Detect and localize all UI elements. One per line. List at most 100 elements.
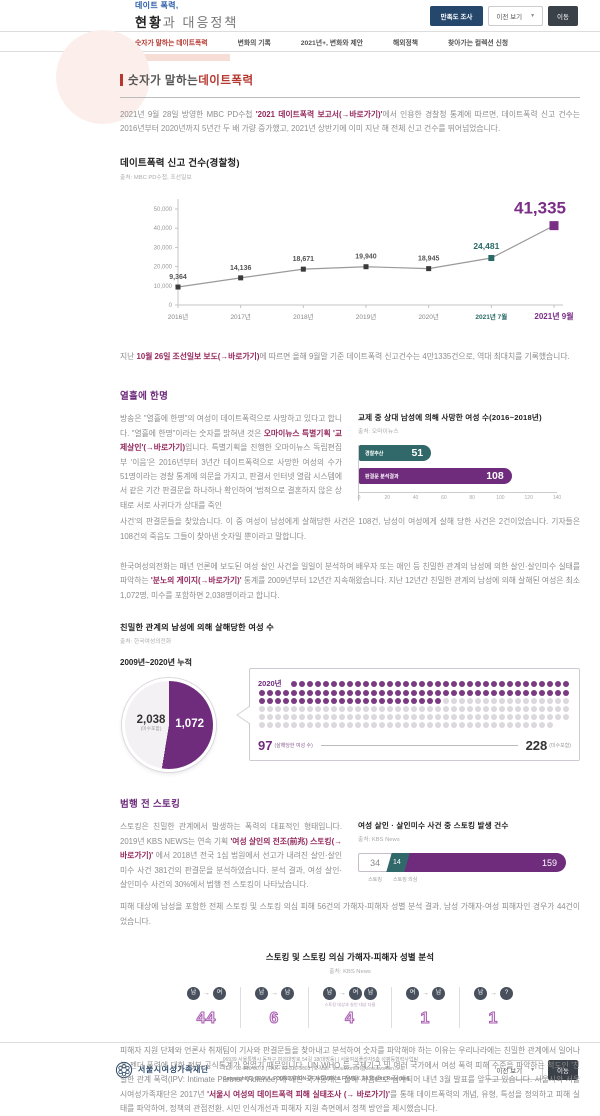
gender-group: 남 → 여 44 <box>173 987 241 1029</box>
svg-text:2021년 7월: 2021년 7월 <box>475 312 507 321</box>
footer-address: 06939 서울특별시 동작구 여의대방로 54길 18(대방동) | 서울여성… <box>222 1056 419 1063</box>
intro-paragraph: 2021년 9월 28일 방영한 MBC PD수첩 '2021 데이트폭력 보고… <box>120 110 581 134</box>
prev-view-select[interactable]: 이전 보기 ▼ <box>488 5 544 26</box>
svg-text:20,000: 20,000 <box>154 264 173 270</box>
inline-link[interactable]: 10월 26일 조선일보 보도(→바로가기) <box>136 351 260 361</box>
nav-item-collection[interactable]: 찾아가는 컬렉션 신청 <box>448 39 509 47</box>
svg-text:19,940: 19,940 <box>355 254 377 261</box>
main-nav: 숫자가 말하는 데이트폭력 변화의 기록 2021년+, 변화와 제안 해외정책… <box>0 31 600 61</box>
gender-group: 여 → 남 1 <box>392 987 460 1029</box>
report-count-line-chart: 0 10,000 20,000 30,000 40,000 50,000 2016년 2017… <box>120 187 580 346</box>
header-actions: 만족도 조사 이전 보기 ▼ 이동 <box>429 5 578 26</box>
section-stalking-heading: 범행 전 스토킹 <box>120 799 181 811</box>
svg-text:2017년: 2017년 <box>230 312 250 321</box>
title-divider <box>120 97 580 98</box>
svg-text:50,000: 50,000 <box>154 207 173 213</box>
svg-text:2021년 9월: 2021년 9월 <box>534 311 573 321</box>
title-normal: 숫자가 말하는 <box>128 75 199 87</box>
site-brand[interactable]: 데이트 폭력, 현황과 대응정책 <box>135 0 238 31</box>
chart3-source: 출처: 한국여성의전화 <box>120 639 172 646</box>
inline-link[interactable]: '여성 살인의 전조(前兆) 스토킹(→바로가기)' <box>120 836 342 861</box>
year-killed-count: 97 <box>258 738 273 754</box>
svg-text:2016년: 2016년 <box>168 312 188 321</box>
chart1-title: 데이트폭력 신고 건수(경찰청) <box>120 157 240 169</box>
footer-org-name: 서울시여성가족재단 <box>138 1065 209 1075</box>
chevron-down-icon: ▼ <box>530 12 536 19</box>
inline-link[interactable]: 오마이뉴스 특별기획 '교제살인'(→바로가기) <box>120 428 342 453</box>
brand-strong: 현황 <box>135 15 163 30</box>
year-waffle-box: 2020년 97 (살해당한 여성 수) 228 (미수포함) <box>249 668 580 762</box>
report-count-chart-section: 데이트폭력 신고 건수(경찰청) 출처: MBC PD수첩, 조선일보 0 10,… <box>120 155 580 346</box>
gender-icon-chart: 남 → 여 44 남 → 남 6 남 → 여 남 스토킹 대상과 살인 대상 다름 4 여 → 남 1 남 →? 1 <box>120 987 580 1029</box>
survey-button[interactable]: 만족도 조사 <box>429 5 484 26</box>
chart4-title: 여성 살인 · 살인미수 사건 중 스토킹 발생 건수 <box>358 821 509 831</box>
inline-link[interactable]: '2021 데이트폭력 보고서(→바로가기)' <box>255 110 383 119</box>
cumulative-pie-chart: 2,038 (미수포함) 1,072 <box>122 678 216 773</box>
svg-text:40,000: 40,000 <box>154 226 173 232</box>
year-killed-note: (살해당한 여성 수) <box>274 743 313 750</box>
after-chart1-paragraph: 지난 10월 26일 조선일보 보도(→바로가기)에 따르면 올해 9월말 기준… <box>120 351 570 361</box>
final-paragraph: 피해자 지원 단체와 언론사 취재팀이 기사와 판결문들을 찾아내고 분석하여 … <box>120 1046 580 1113</box>
year-total-note: (미수포함) <box>549 743 571 750</box>
gender-group: 남 →? 1 <box>460 987 527 1028</box>
waffle-footer-line <box>320 745 518 747</box>
chart2-source: 출처: 오마이뉴스 <box>358 429 399 436</box>
callout-tail <box>238 705 251 724</box>
nav-item-2021[interactable]: 2021년+, 변화와 제안 <box>300 39 363 47</box>
prev-view-label: 이전 보기 <box>496 13 523 21</box>
chart3-title: 친밀한 관계의 남성에 의해 살해당한 여성 수 <box>120 623 275 633</box>
svg-text:18,945: 18,945 <box>418 255 440 262</box>
pie-killed-value: 1,072 <box>175 718 204 731</box>
waffle-footer: 97 (살해당한 여성 수) 228 (미수포함) <box>258 738 571 753</box>
svg-text:30,000: 30,000 <box>154 245 173 251</box>
stalking-chart-block: 여성 살인 · 살인미수 사건 중 스토킹 발생 건수 출처: KBS News… <box>358 820 580 884</box>
brand-line1: 데이트 폭력, <box>135 1 179 10</box>
svg-text:0: 0 <box>169 303 173 309</box>
go-button[interactable]: 이동 <box>548 5 578 26</box>
top-header: 데이트 폭력, 현황과 대응정책 만족도 조사 이전 보기 ▼ 이동 <box>0 0 600 31</box>
chart5-title: 스토킹 및 스토킹 의심 가해자-피해자 성별 분석 <box>265 952 435 963</box>
footer-brand[interactable]: 서울시여성가족재단 <box>115 1061 209 1079</box>
section-ten-days-heading: 열흘에 한명 <box>120 391 169 403</box>
inline-link[interactable]: '서울시 여성의 데이트폭력 피해 실태조사 (→ 바로가기)' <box>207 1089 390 1099</box>
svg-text:24,481: 24,481 <box>473 241 499 251</box>
gender-group: 남 → 여 남 스토킹 대상과 살인 대상 다름 4 <box>309 987 392 1029</box>
footer-go-button[interactable]: 이동 <box>548 1059 578 1080</box>
title-accent: 데이트폭력 <box>198 75 254 87</box>
gender-group: 남 → 남 6 <box>241 987 309 1029</box>
page-title: 숫자가 말하는 데이트폭력 <box>120 72 580 88</box>
nav-item-numbers[interactable]: 숫자가 말하는 데이트폭력 <box>103 37 229 61</box>
svg-text:10,000: 10,000 <box>154 284 173 290</box>
chart2-title: 교제 중 상대 남성에 의해 사망한 여성 수(2016~2018년) <box>358 413 542 423</box>
chevron-down-icon: ▼ <box>530 1066 536 1073</box>
pie-waffle-visualization: 2009년~2020년 누적 2,038 (미수포함) 1,072 2020년 9… <box>120 657 580 773</box>
deaths-bar-chart-block: 교제 중 상대 남성에 의해 사망한 여성 수(2016~2018년) 출처: … <box>358 412 580 502</box>
hotline-paragraph: 한국여성의전화는 매년 언론에 보도된 여성 살인 사건을 일일이 분석하여 배… <box>120 562 580 600</box>
cumulative-pie-block: 2009년~2020년 누적 2,038 (미수포함) 1,072 <box>120 657 238 773</box>
footer-contact: TEL : 02-810-5072 | FAX : 02-810-5003 | … <box>222 1066 406 1072</box>
footer-prev-view-label: 이전 보기 <box>496 1067 523 1075</box>
svg-text:2019년: 2019년 <box>356 312 376 321</box>
inline-link[interactable]: '분노의 게이지(→바로가기)' <box>150 576 242 586</box>
stalking-left-paragraph: 스토킹은 친밀한 관계에서 발생하는 폭력의 대표적인 형태입니다. 2019년… <box>120 822 342 890</box>
brand-rest: 과 대응정책 <box>162 15 239 30</box>
svg-text:18,671: 18,671 <box>293 256 315 263</box>
svg-text:41,335: 41,335 <box>514 198 566 217</box>
svg-text:2020년: 2020년 <box>418 312 438 321</box>
footer-actions: 이전 보기 ▼ 이동 <box>488 1059 578 1080</box>
main-content: 숫자가 말하는 데이트폭력 2021년 9월 28일 방영한 MBC PD수첩 … <box>120 72 580 1116</box>
brand-line2: 현황과 대응정책 <box>135 12 238 31</box>
deaths-hbar-chart: 경찰추산 51 판결문 분석결과 108 0 20 40 60 80 100 120 140 <box>358 445 580 502</box>
footer-prev-view-select[interactable]: 이전 보기 ▼ <box>488 1059 544 1080</box>
cumulative-period-label: 2009년~2020년 누적 <box>120 658 192 668</box>
nav-item-overseas[interactable]: 해외정책 <box>393 39 419 47</box>
decorative-circle <box>56 30 150 124</box>
footer-info: 06939 서울특별시 동작구 여의대방로 54길 18(대방동) | 서울여성… <box>223 1056 475 1085</box>
footer-copyright: Copyright(C) SEOUL FOUNDATION OF WOMEN &… <box>222 1075 411 1082</box>
stalking-columns: 스토킹은 친밀한 관계에서 발생하는 폭력의 대표적인 형태입니다. 2019년… <box>120 820 580 892</box>
chart1-source: 출처: MBC PD수첩, 조선일보 <box>120 174 192 181</box>
nav-item-records[interactable]: 변화의 기록 <box>237 39 271 47</box>
ten-days-continued-paragraph: 사건'의 판결문들을 찾았습니다. 이 중 여성이 남성에게 살해당한 사건은 … <box>120 517 580 541</box>
chart4-source: 출처: KBS News <box>358 837 400 844</box>
svg-text:2018년: 2018년 <box>293 312 313 321</box>
